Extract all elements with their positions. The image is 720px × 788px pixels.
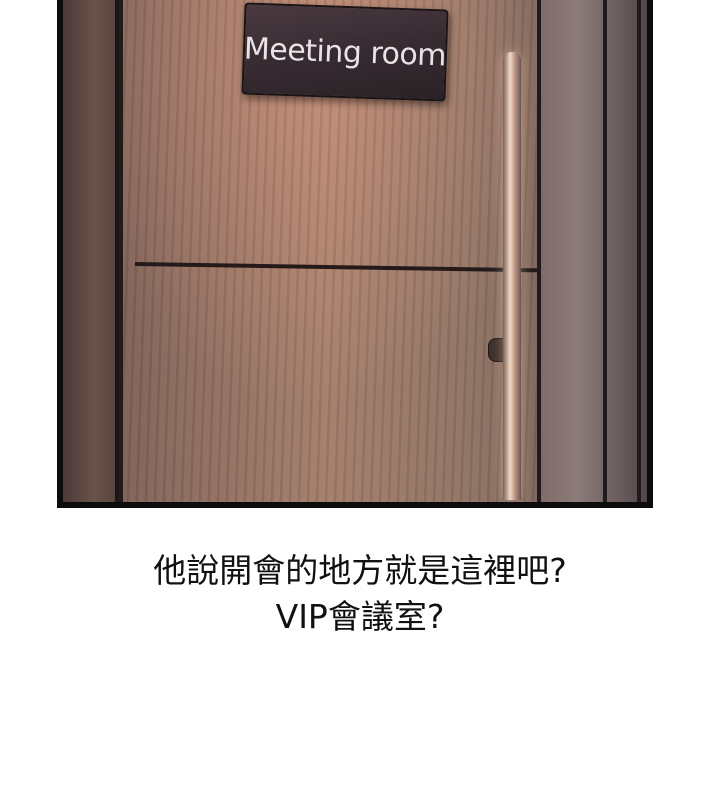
door	[119, 0, 537, 502]
door-jamb	[537, 0, 541, 502]
comic-panel: Meeting room	[57, 0, 653, 508]
caption: 他說開會的地方就是這裡吧? VIP會議室?	[0, 548, 720, 640]
wall-groove	[603, 0, 607, 502]
door-frame-left	[63, 0, 119, 502]
caption-line-1: 他說開會的地方就是這裡吧?	[153, 551, 567, 590]
door-handle	[503, 52, 521, 500]
wall-right	[537, 0, 647, 502]
sign-text: Meeting room	[243, 30, 447, 74]
wall-groove	[637, 0, 641, 502]
meeting-room-sign: Meeting room	[241, 2, 449, 102]
caption-line-2: VIP會議室?	[275, 597, 445, 636]
